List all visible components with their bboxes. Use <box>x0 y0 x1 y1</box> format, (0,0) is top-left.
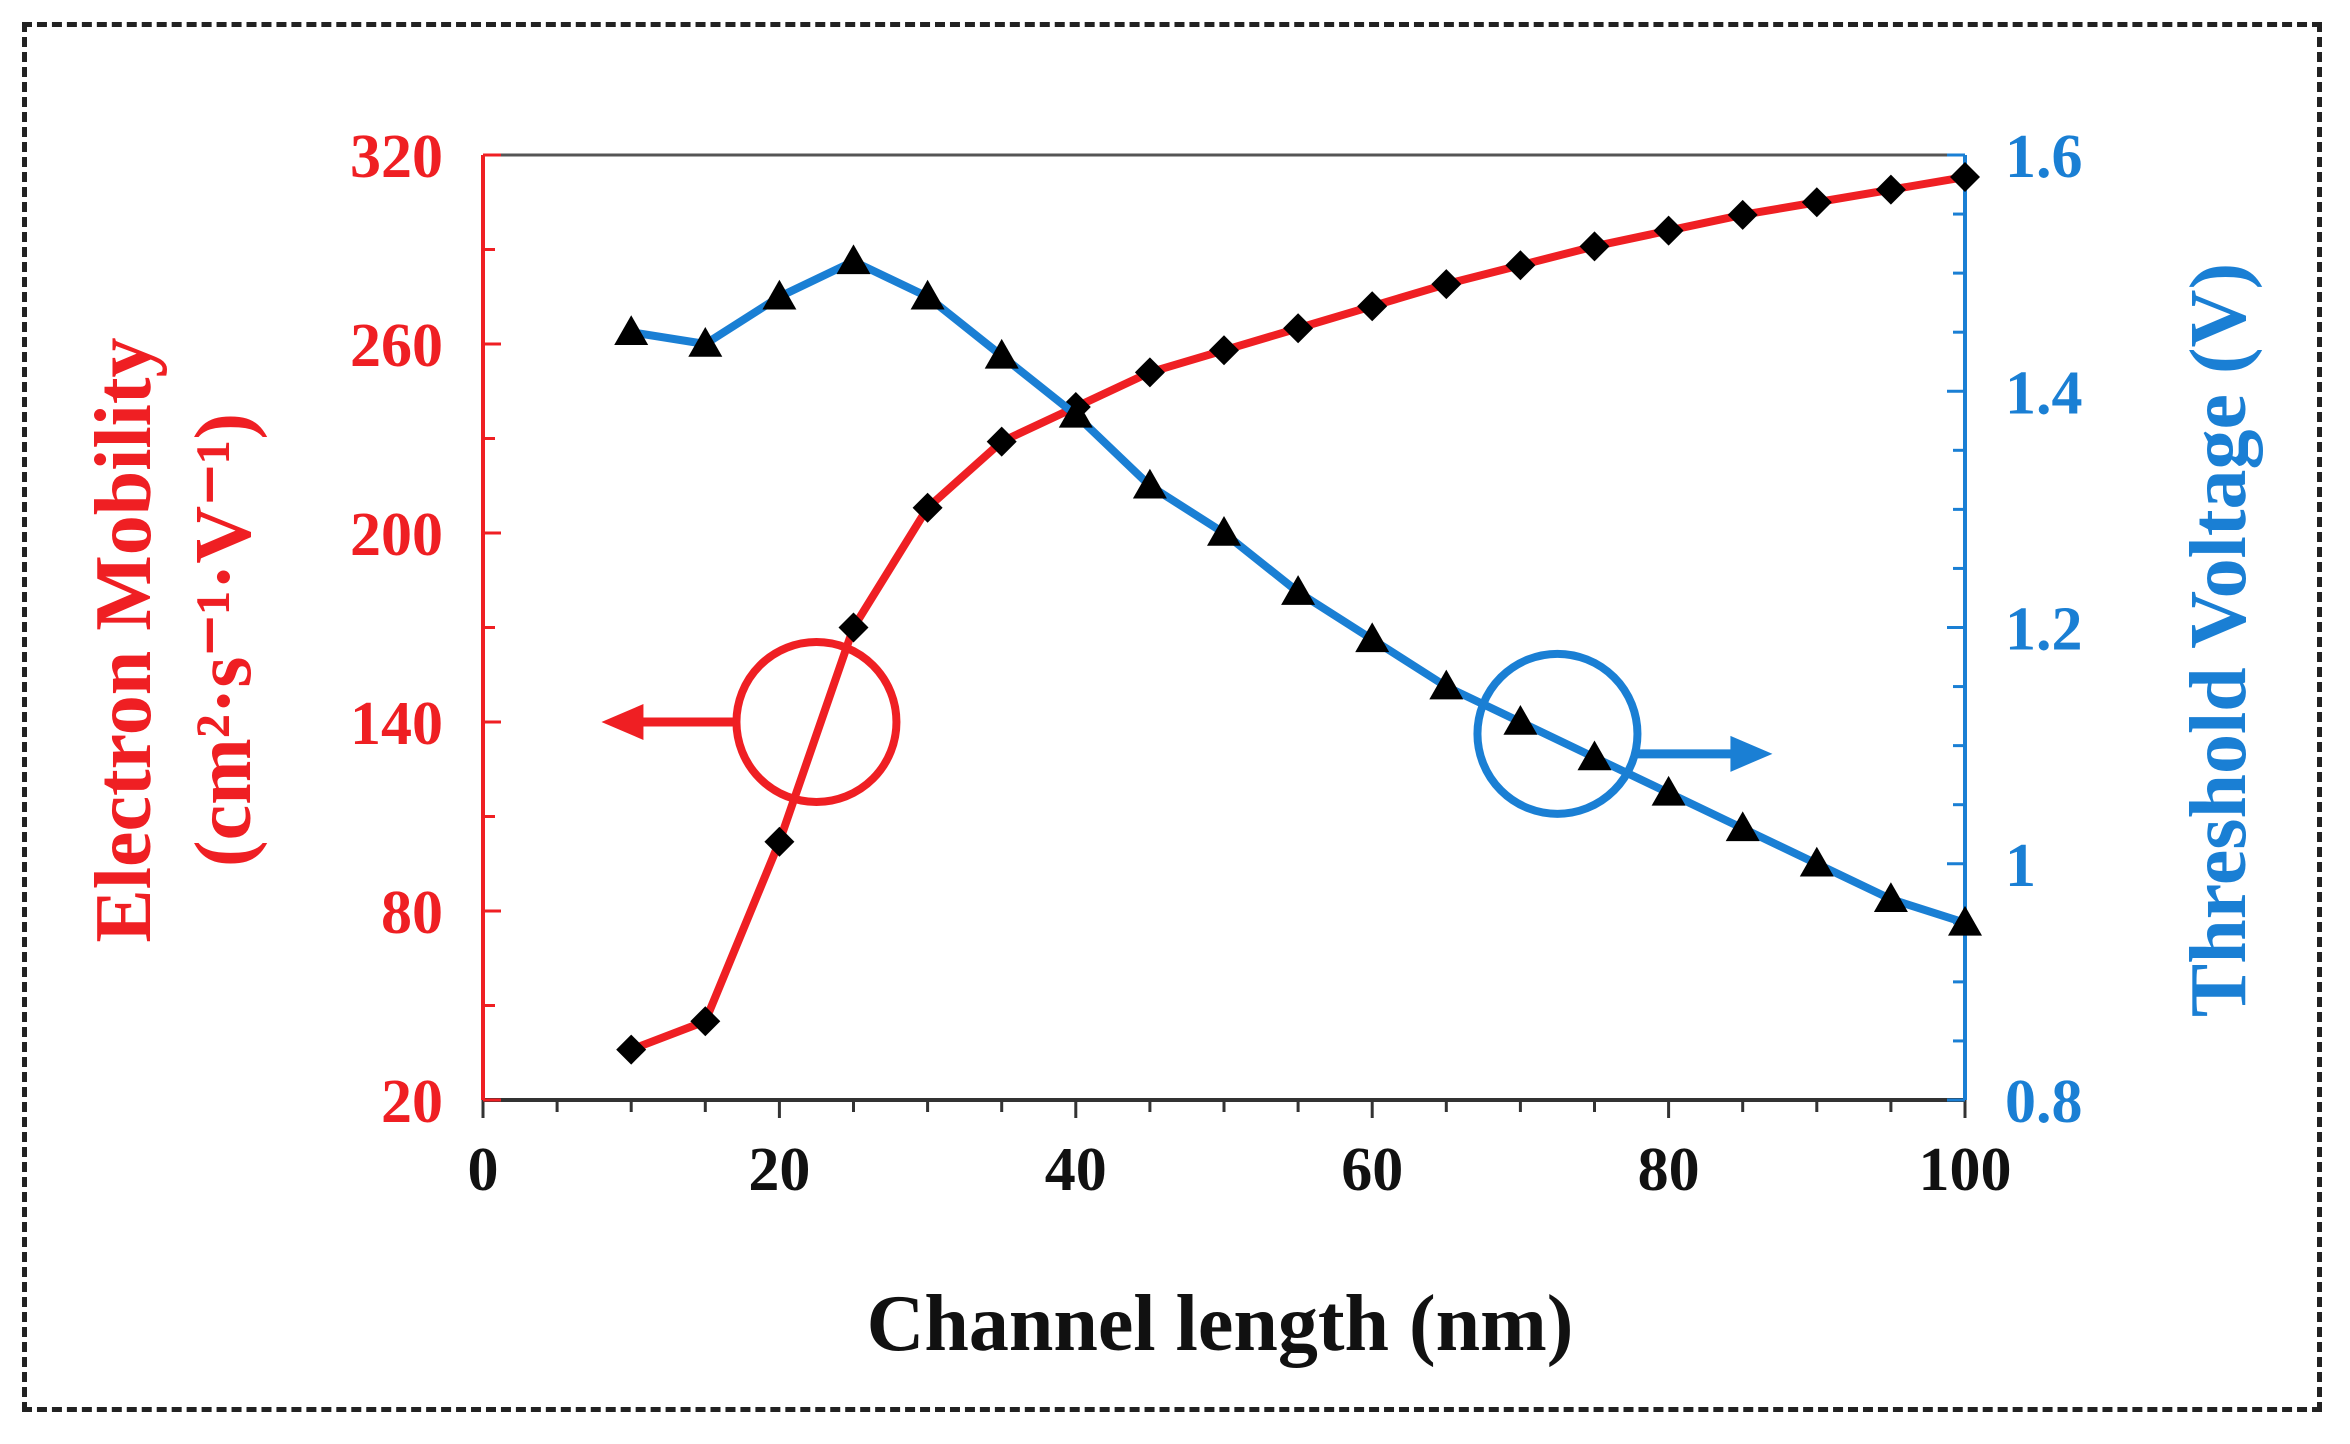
annotation-arrow-head <box>601 704 644 740</box>
threshold-point <box>1725 811 1760 842</box>
threshold-point <box>1429 669 1464 700</box>
left-axis-title-line2: (cm²·s⁻¹·V⁻¹) <box>180 413 268 867</box>
mobility-point <box>838 612 869 643</box>
mobility-point <box>1653 215 1684 246</box>
right-y-tick-label: 1.4 <box>2005 359 2083 427</box>
threshold-point <box>1207 516 1241 546</box>
threshold-point <box>836 244 871 275</box>
mobility-point <box>1505 250 1536 281</box>
right-y-tick-label: 1 <box>2005 832 2036 900</box>
threshold-point <box>1577 740 1612 771</box>
right-y-tick-label: 1.2 <box>2005 596 2083 664</box>
left-axis-title: Electron Mobility (cm²·s⁻¹·V⁻¹) <box>80 337 268 942</box>
mobility-point <box>1801 187 1832 218</box>
threshold-point <box>984 338 1019 369</box>
threshold-point <box>1873 882 1908 912</box>
threshold-point <box>1355 622 1390 653</box>
mobility-point <box>1209 335 1239 366</box>
mobility-point <box>912 492 943 523</box>
threshold-point <box>1132 468 1167 499</box>
mobility-line <box>629 173 1966 1054</box>
left-y-tick-label: 320 <box>350 123 443 191</box>
threshold-point <box>762 279 797 310</box>
right-y-tick-label: 0.8 <box>2005 1068 2083 1136</box>
x-axis-title: Channel length (nm) <box>867 1280 1574 1368</box>
left-axis-title-line1: Electron Mobility <box>80 337 168 942</box>
threshold-point <box>1281 575 1316 605</box>
mobility-point <box>1727 199 1758 230</box>
threshold-point <box>1799 846 1834 877</box>
annotation-circle <box>732 638 901 806</box>
mobility-point <box>1357 291 1388 322</box>
annotation-circle <box>1473 649 1642 818</box>
left-y-tick-label: 80 <box>381 879 443 947</box>
series-threshold-voltage <box>614 244 1982 936</box>
x-tick-label: 40 <box>1045 1136 1107 1204</box>
mobility-point <box>1579 231 1610 262</box>
series-electron-mobility <box>616 162 1980 1065</box>
threshold-point <box>1651 775 1686 806</box>
threshold-point <box>1503 705 1538 735</box>
left-y-tick-label: 140 <box>350 690 443 758</box>
mobility-point <box>690 1006 721 1037</box>
right-axis-title-text: Threshold Voltage (V) <box>2175 263 2263 1017</box>
left-y-tick-label: 200 <box>350 501 443 569</box>
right-axis-title: Threshold Voltage (V) <box>2175 263 2263 1017</box>
threshold-point <box>1948 905 1982 936</box>
left-y-tick-label: 260 <box>350 312 443 380</box>
mobility-point <box>986 426 1017 457</box>
mobility-point <box>764 826 795 857</box>
axes <box>481 153 1967 1102</box>
right-y-tick-label: 1.6 <box>2005 123 2083 191</box>
mobility-point <box>1950 162 1980 193</box>
chart-frame <box>22 22 2322 1412</box>
threshold-point <box>614 315 649 345</box>
threshold-point <box>910 279 945 310</box>
x-tick-label: 100 <box>1919 1136 2012 1204</box>
mobility-point <box>616 1034 647 1065</box>
annotations <box>601 638 1773 818</box>
threshold-point <box>688 327 723 357</box>
threshold-point <box>1058 397 1093 428</box>
mobility-point <box>1431 269 1462 300</box>
mobility-point <box>1134 357 1165 388</box>
left-y-tick-label: 20 <box>381 1068 443 1136</box>
mobility-point <box>1875 174 1906 205</box>
mobility-point <box>1283 313 1314 344</box>
x-tick-label: 0 <box>468 1136 499 1204</box>
x-tick-label: 80 <box>1638 1136 1700 1204</box>
ticks: 0 20 40 60 80 100 20 80 140 200 260 320 0.8 1 1.2 1.4 1.… <box>350 123 2083 1204</box>
x-tick-label: 60 <box>1341 1136 1403 1204</box>
annotation-arrow-head <box>1730 735 1773 772</box>
x-tick-label: 20 <box>748 1136 810 1204</box>
